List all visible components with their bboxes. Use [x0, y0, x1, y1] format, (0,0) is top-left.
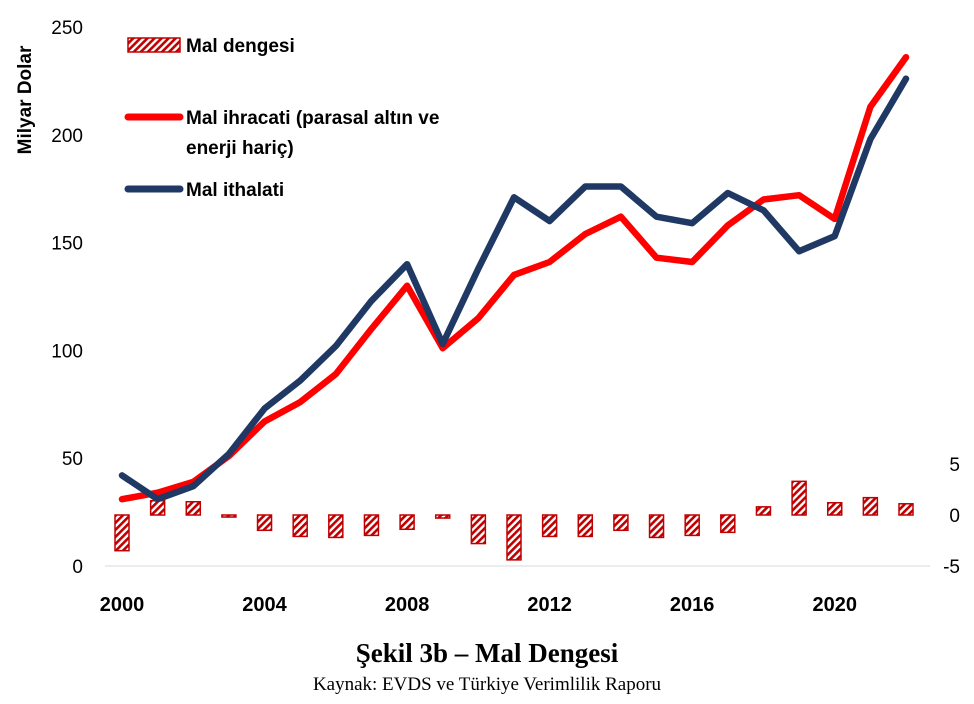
left-tick-label: 0: [72, 557, 83, 578]
balance-bar: [363, 514, 380, 537]
legend-label-mal-ihracati-line1: Mal ihracati (parasal altın ve: [186, 108, 439, 129]
x-axis-ticks: 2000 2004 2008 2012 2016 2020: [100, 594, 857, 616]
x-tick-label: 2012: [527, 594, 572, 616]
right-tick-label: -5: [943, 557, 960, 578]
figure-caption-title: Şekil 3b – Mal Dengesi: [355, 638, 619, 668]
balance-bar: [328, 514, 344, 539]
x-tick-label: 2016: [670, 594, 715, 616]
balance-bar: [506, 514, 522, 561]
balance-bar: [755, 506, 772, 516]
right-tick-label: 5: [949, 455, 960, 476]
balance-bar: [256, 514, 273, 532]
balance-bar: [862, 496, 879, 516]
legend-label-mal-ihracati-line2: enerji hariç): [186, 138, 294, 159]
left-tick-label: 100: [51, 341, 83, 362]
legend-label-mal-ithalati: Mal ithalati: [186, 180, 284, 201]
right-axis-ticks: -5 0 5: [943, 455, 960, 578]
balance-bar: [292, 514, 308, 538]
legend: Mal dengesi Mal ihracati (parasal altın …: [124, 36, 439, 201]
y-axis-label: Milyar Dolar: [15, 45, 36, 154]
left-tick-label: 150: [51, 234, 83, 255]
balance-bar: [470, 514, 487, 545]
legend-label-mal-dengesi: Mal dengesi: [186, 36, 295, 57]
balance-bar: [613, 514, 629, 532]
balance-bar: [791, 480, 807, 516]
balance-bar: [898, 503, 914, 516]
balance-bar: [684, 514, 700, 537]
x-tick-label: 2000: [100, 594, 145, 616]
balance-bar: [826, 502, 843, 516]
import-series-line: [118, 75, 910, 503]
legend-swatch-mal-dengesi: [127, 37, 181, 53]
balance-bar: [114, 514, 130, 552]
left-tick-label: 250: [51, 18, 83, 39]
balance-bar: [577, 514, 594, 538]
balance-bar: [399, 514, 415, 531]
left-tick-label: 50: [62, 449, 83, 470]
balance-bar: [221, 514, 237, 518]
right-tick-label: 0: [949, 506, 960, 527]
x-tick-label: 2008: [385, 594, 430, 616]
balance-bar: [434, 514, 451, 519]
balance-bar: [185, 500, 202, 516]
left-tick-label: 200: [51, 126, 83, 147]
series-lines: [118, 53, 910, 503]
x-tick-label: 2020: [812, 594, 857, 616]
figure-caption-source: Kaynak: EVDS ve Türkiye Verimlilik Rapor…: [312, 674, 662, 695]
balance-bar: [541, 514, 558, 538]
balance-bar: [149, 499, 166, 516]
balance-bar: [648, 514, 665, 539]
export-series-line: [118, 53, 910, 503]
balance-bars: [114, 480, 914, 561]
balance-bar: [720, 514, 736, 534]
left-axis-ticks: 0 50 100 150 200 250: [51, 18, 83, 578]
x-tick-label: 2004: [242, 594, 287, 616]
